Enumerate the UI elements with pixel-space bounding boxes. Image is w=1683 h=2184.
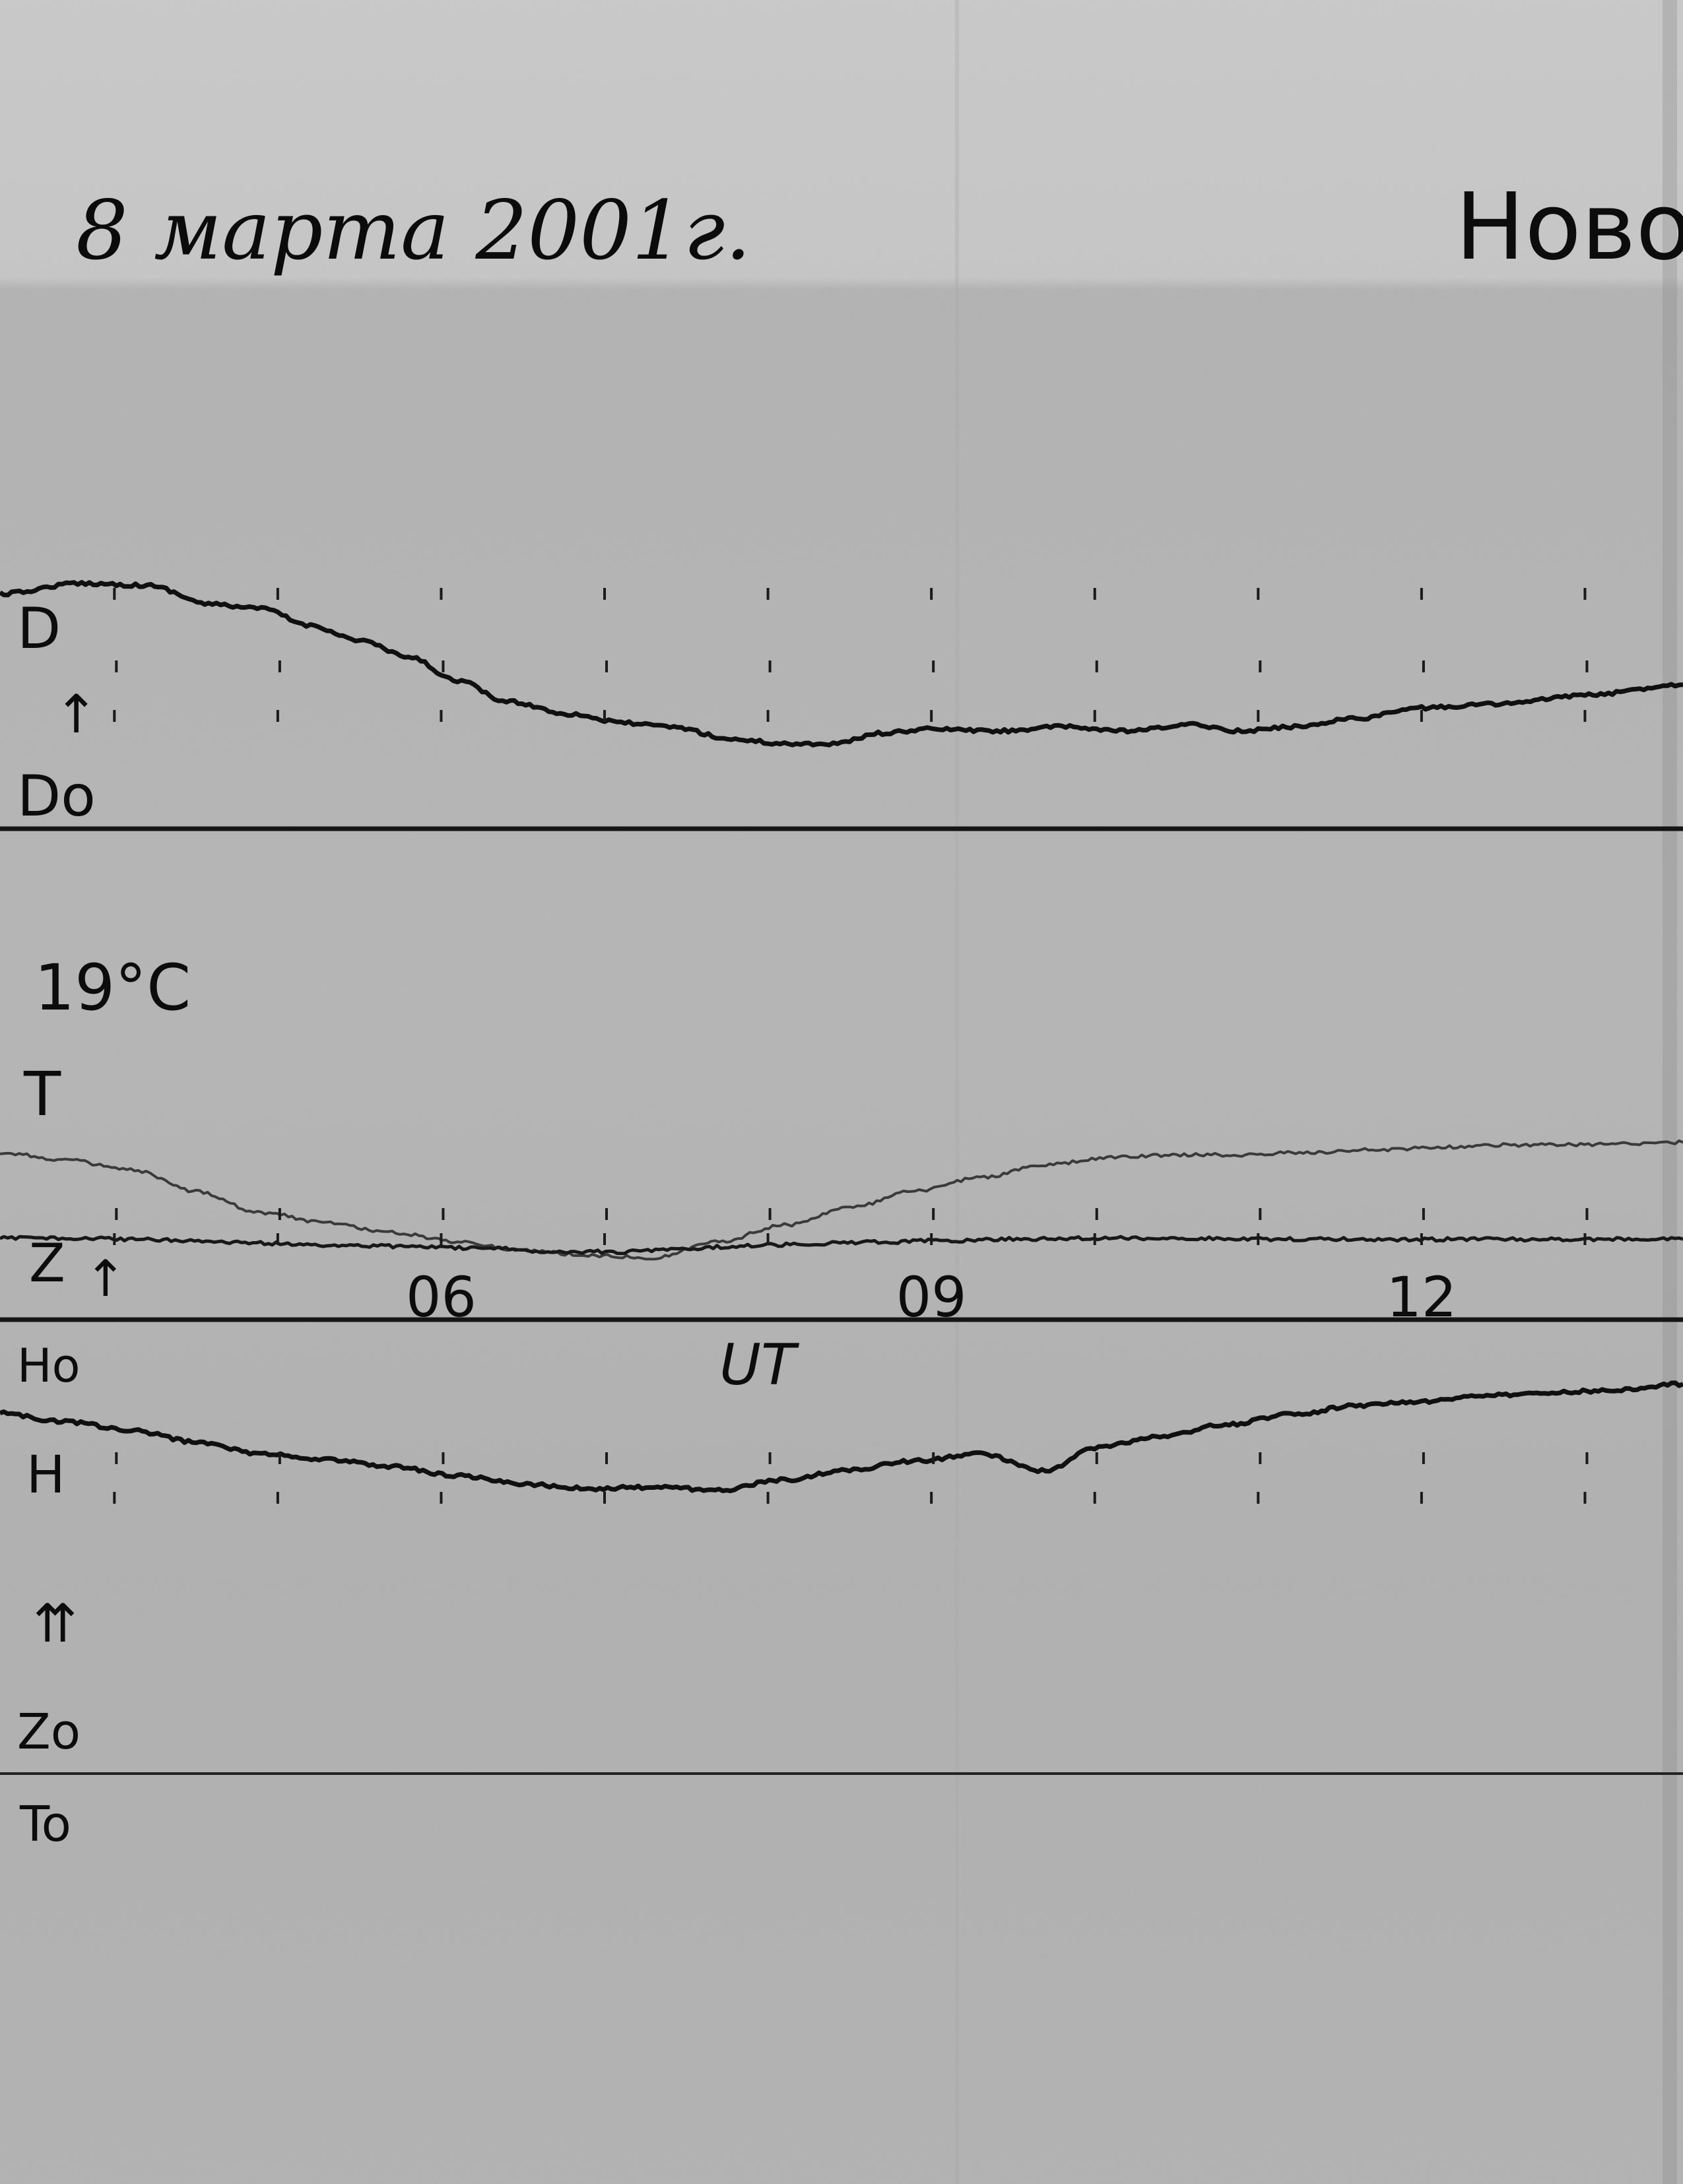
chart-title: 8 марта 2001г. — [76, 183, 751, 278]
label-t: T — [23, 1059, 61, 1130]
label-d0: Do — [17, 763, 96, 829]
label-h0: Ho — [17, 1339, 80, 1393]
label-d: D — [17, 596, 61, 662]
arrow-up-icon: ↑ — [54, 684, 98, 745]
trace-z — [0, 1235, 1683, 1256]
x-tick-label: 12 — [1386, 1265, 1457, 1330]
x-tick-labels: 06 09 12 — [406, 1265, 1457, 1330]
label-z0: Zo — [17, 1704, 81, 1760]
x-axis-label: UT — [719, 1332, 800, 1398]
label-h: H — [26, 1446, 65, 1505]
double-arrow-up-icon: ⇈ — [33, 1593, 77, 1654]
x-tick-label: 06 — [406, 1265, 477, 1330]
temperature-label: 19°C — [34, 951, 191, 1025]
label-z: Z — [29, 1233, 65, 1294]
hour-mark-group — [113, 588, 1589, 1504]
x-tick-label: 09 — [896, 1265, 967, 1330]
arrow-up-icon: ↑ — [84, 1249, 127, 1308]
trace-d — [0, 580, 1683, 748]
label-t0: To — [19, 1796, 71, 1853]
station-name: Ново — [1455, 174, 1683, 281]
